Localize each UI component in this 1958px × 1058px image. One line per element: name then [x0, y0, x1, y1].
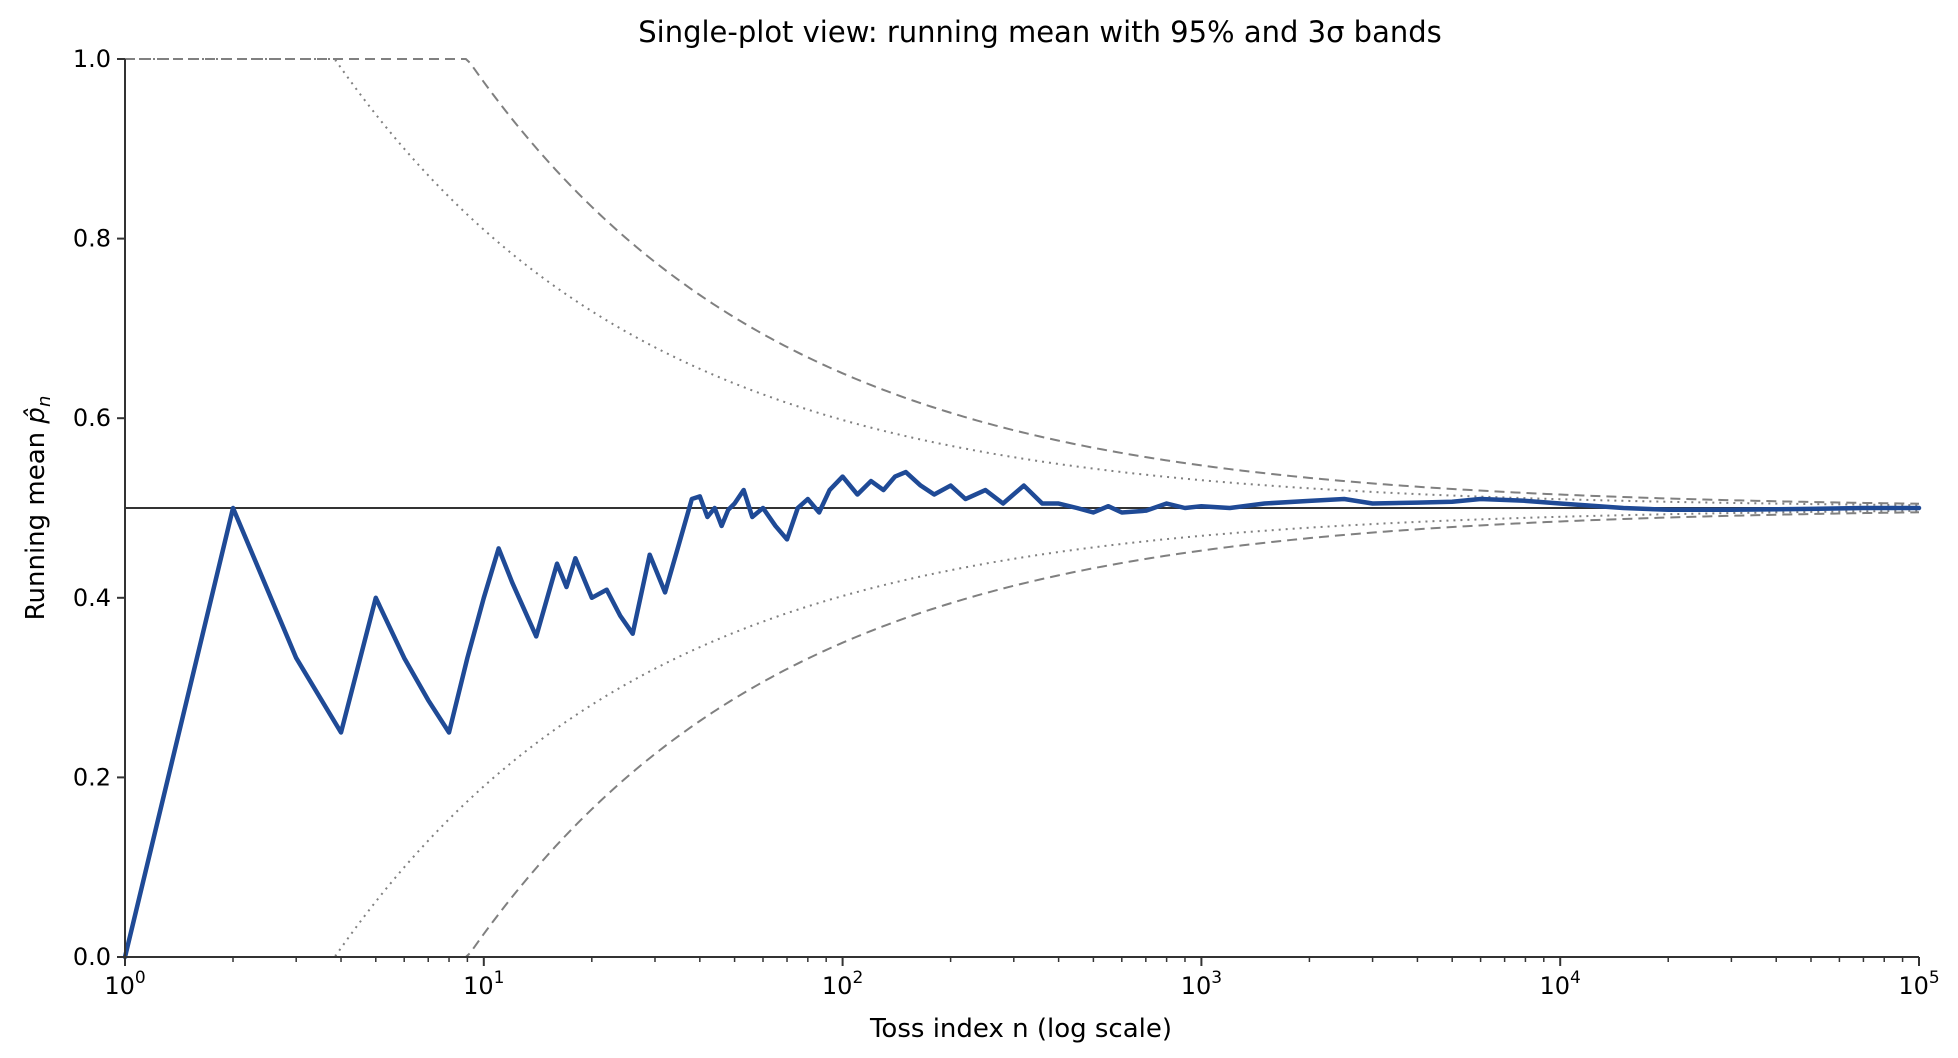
y-ticks: 0.0 0.2 0.4 0.6 0.8 1.0 [73, 45, 125, 971]
running-mean-line [122, 469, 1922, 960]
y-axis-label-text: Running mean [21, 424, 51, 621]
band-3sigma-lower [125, 511, 1920, 958]
running-mean-series [122, 469, 1922, 960]
band-95-upper [125, 58, 1920, 507]
y-axis-label-subscript: n [34, 396, 55, 407]
x-tick-exponent: 2 [852, 968, 863, 988]
x-tick-exponent: 5 [1929, 968, 1940, 988]
x-tick-base: 10 [463, 972, 494, 1000]
chart-title: Single-plot view: running mean with 95% … [638, 15, 1442, 49]
x-axis-label: Toss index n (log scale) [869, 1014, 1172, 1044]
x-tick-base: 10 [1898, 972, 1929, 1000]
y-tick-label: 0.2 [73, 763, 111, 791]
y-axis-label-symbol: p̂ [21, 407, 51, 425]
x-tick-base: 10 [1540, 972, 1571, 1000]
x-minor-ticks [232, 957, 1904, 962]
x-ticks: 100 101 102 103 104 105 [104, 957, 1940, 1000]
x-tick-label: 101 [463, 968, 504, 1000]
x-tick-base: 10 [104, 972, 135, 1000]
y-axis-label: Running mean p̂n [21, 396, 55, 621]
x-tick-exponent: 1 [494, 968, 505, 988]
y-tick-label: 0.6 [73, 404, 111, 432]
x-tick-label: 104 [1540, 968, 1581, 1000]
x-tick-base: 10 [1181, 972, 1212, 1000]
band-95-lower [125, 509, 1920, 958]
y-tick-label: 1.0 [73, 45, 111, 73]
x-tick-base: 10 [822, 972, 853, 1000]
y-tick-label: 0.8 [73, 225, 111, 253]
y-tick-label: 0.4 [73, 584, 111, 612]
x-tick-exponent: 4 [1570, 968, 1581, 988]
x-tick-label: 100 [104, 968, 145, 1000]
x-tick-label: 103 [1181, 968, 1222, 1000]
confidence-bands [125, 58, 1920, 958]
x-tick-label: 102 [822, 968, 863, 1000]
x-tick-label: 105 [1898, 968, 1939, 1000]
y-tick-label: 0.0 [73, 943, 111, 971]
x-tick-exponent: 3 [1211, 968, 1222, 988]
band-3sigma-upper [125, 58, 1920, 505]
x-tick-exponent: 0 [135, 968, 146, 988]
